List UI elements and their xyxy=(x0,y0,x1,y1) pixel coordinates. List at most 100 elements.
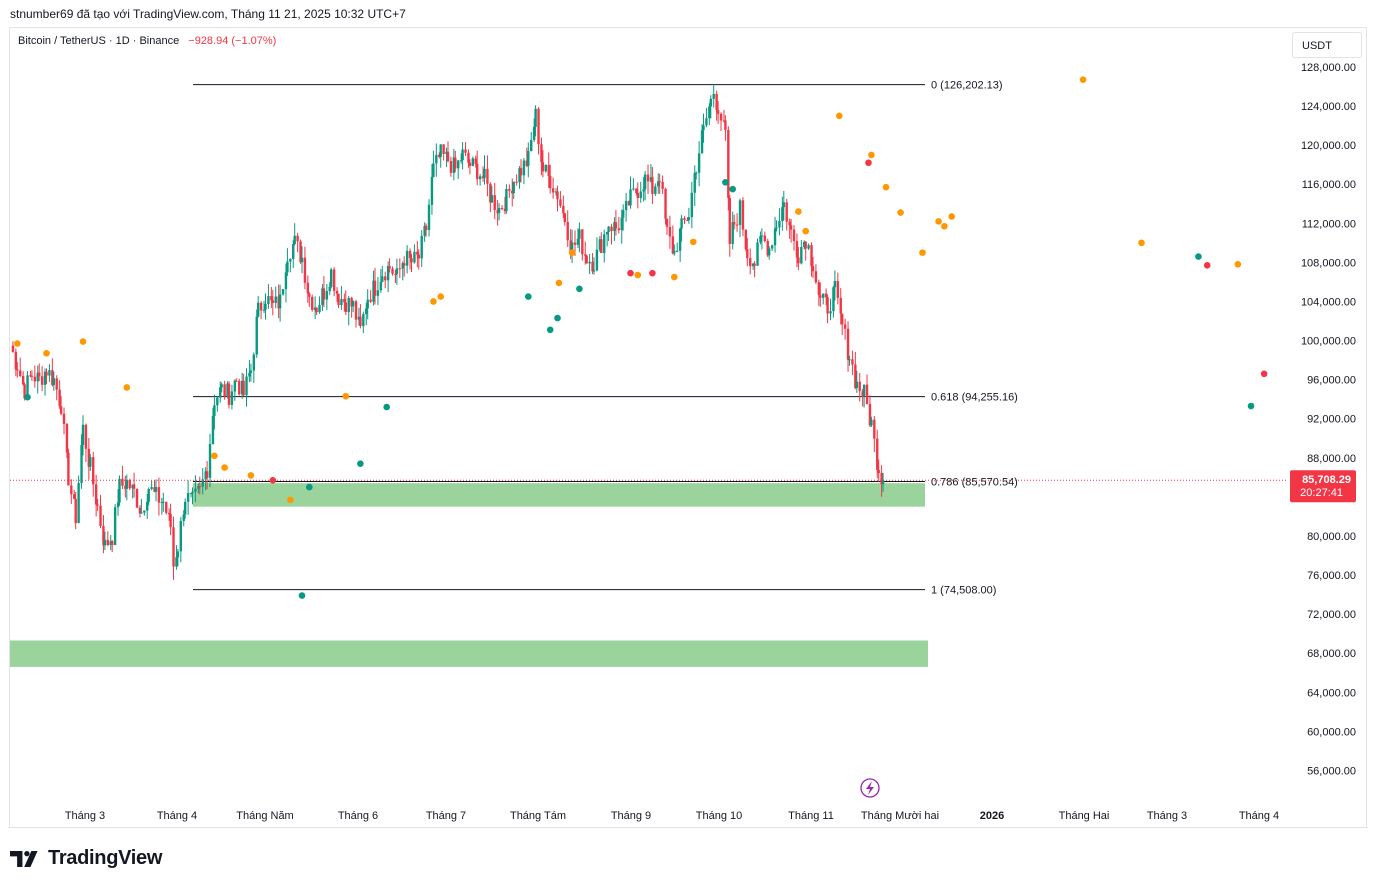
candle-body xyxy=(21,375,25,385)
signal-dot-green xyxy=(546,326,554,334)
candle-body xyxy=(430,176,434,205)
x-axis-tick-label: Tháng 3 xyxy=(1147,810,1187,822)
candle-body xyxy=(661,181,664,189)
candle-body xyxy=(668,226,672,237)
candle-body xyxy=(289,259,292,262)
y-axis-tick-label: 80,000.00 xyxy=(1307,531,1356,543)
candle-body xyxy=(500,208,504,210)
candle-body xyxy=(340,299,343,305)
candle-body xyxy=(270,296,273,301)
candle-body xyxy=(386,266,390,281)
candle-body xyxy=(432,163,435,177)
candle-body xyxy=(573,242,577,245)
candle-body xyxy=(716,110,720,114)
lightning-icon[interactable] xyxy=(860,778,880,798)
signal-dot-orange xyxy=(437,293,445,300)
candle-body xyxy=(277,296,280,309)
tradingview-logo-icon xyxy=(10,850,38,867)
candle-body xyxy=(413,251,416,263)
signal-dot-orange xyxy=(1138,239,1145,247)
signal-dot-red xyxy=(627,269,634,277)
candle-body xyxy=(103,539,107,546)
signal-dot-orange xyxy=(123,384,131,391)
candle-body xyxy=(223,384,226,397)
candle-body xyxy=(194,488,197,492)
x-axis-tick-label: Tháng 4 xyxy=(1239,810,1279,822)
candle-body xyxy=(153,487,156,492)
candle-body xyxy=(632,188,635,190)
candle-body xyxy=(351,301,355,307)
signal-dot-orange xyxy=(634,271,642,279)
candle-body xyxy=(738,200,742,225)
y-axis-tick-label: 92,000.00 xyxy=(1307,414,1356,426)
candle-body xyxy=(664,188,667,219)
candle-body xyxy=(789,225,793,230)
candle-body xyxy=(160,502,164,504)
candle-body xyxy=(814,271,818,283)
candle-body xyxy=(197,486,200,489)
candle-body xyxy=(756,242,759,266)
candle-body xyxy=(576,238,580,245)
candle-body xyxy=(84,424,88,449)
candle-body xyxy=(26,375,29,399)
candle-body xyxy=(603,234,606,253)
candle-body xyxy=(220,384,223,388)
candle-body xyxy=(29,375,32,377)
candle-body xyxy=(461,149,464,161)
signal-dot-green xyxy=(306,483,313,491)
candle-body xyxy=(627,200,631,206)
candle-body xyxy=(584,254,587,256)
candle-body xyxy=(208,444,212,478)
candle-body xyxy=(125,480,128,489)
candle-body xyxy=(817,282,821,296)
signal-dot-orange xyxy=(211,452,218,460)
candle-body xyxy=(541,162,545,172)
candle-body xyxy=(532,126,536,141)
candle-body xyxy=(600,239,603,253)
countdown-timer: 20:27:41 xyxy=(1300,487,1343,499)
candle-body xyxy=(763,235,767,242)
candle-body xyxy=(204,471,207,480)
candle-body xyxy=(45,371,48,376)
candle-body xyxy=(233,380,237,392)
candle-body xyxy=(303,257,307,283)
currency-selector[interactable]: USDT xyxy=(1292,32,1362,58)
candle-body xyxy=(427,204,431,231)
candle-body xyxy=(468,162,472,166)
candle-body xyxy=(826,297,829,314)
candle-body xyxy=(92,457,95,485)
tradingview-logo[interactable]: TradingView xyxy=(10,847,162,870)
candle-body xyxy=(94,484,98,505)
chart-panel[interactable] xyxy=(9,27,1367,828)
signal-dot-orange xyxy=(221,464,228,471)
x-axis-tick-label: 2026 xyxy=(980,810,1004,822)
candle-body xyxy=(624,200,628,211)
candle-body xyxy=(832,287,835,312)
candle-body xyxy=(773,228,777,246)
candle-body xyxy=(325,291,329,300)
candle-body xyxy=(369,299,372,302)
candle-body xyxy=(442,144,445,154)
candle-body xyxy=(70,485,73,495)
candle-body xyxy=(778,221,781,228)
candle-body xyxy=(768,248,771,256)
candle-body xyxy=(359,316,362,327)
candle-body xyxy=(240,380,244,395)
fib-level-label: 0 (126,202.13) xyxy=(931,80,1003,92)
signal-dot-orange xyxy=(568,249,576,256)
candle-body xyxy=(286,261,289,273)
candle-body xyxy=(855,381,858,389)
candle-body xyxy=(52,378,55,386)
x-axis-tick-label: Tháng 4 xyxy=(157,810,197,822)
candle-body xyxy=(554,191,558,193)
candle-body xyxy=(96,504,99,506)
candle-body xyxy=(257,302,260,317)
signal-dot-orange xyxy=(882,183,890,191)
signal-dot-orange xyxy=(247,472,255,479)
candle-body xyxy=(102,525,105,546)
candle-body xyxy=(588,261,591,264)
candle-body xyxy=(862,384,866,397)
candle-body xyxy=(343,299,346,303)
candle-body xyxy=(687,217,691,221)
